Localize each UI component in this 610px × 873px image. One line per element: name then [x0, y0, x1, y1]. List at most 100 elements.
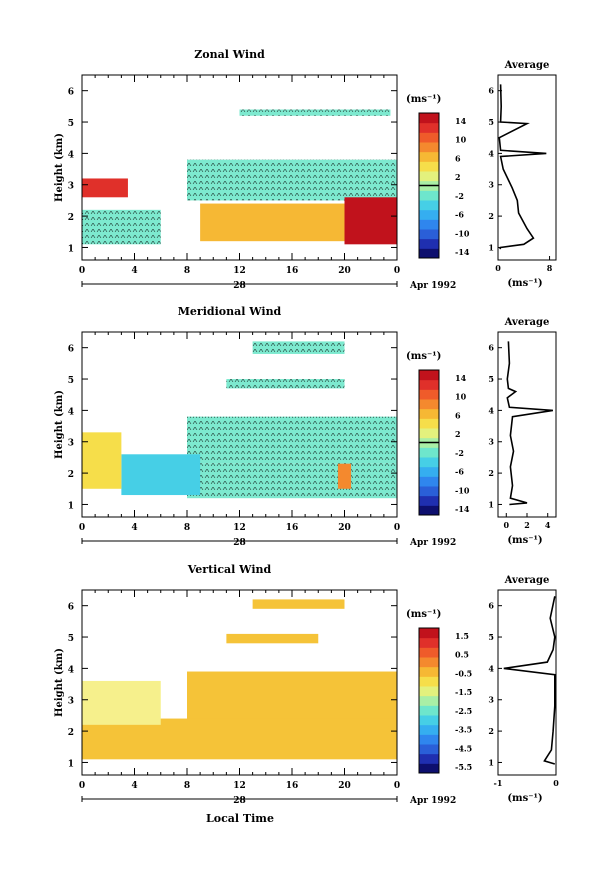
colorbar-swatch	[419, 753, 439, 764]
profile-x-tick-label: 2	[524, 520, 530, 530]
y-axis-label: Height (km)	[54, 390, 65, 459]
x-tick-label: 0	[79, 781, 85, 791]
colorbar-tick-label: 6	[455, 153, 461, 163]
colorbar-frame	[418, 627, 440, 774]
contour-texture	[82, 209, 161, 245]
profile-y-tick-label: 4	[488, 148, 494, 158]
x-tick-label: 0	[394, 523, 400, 533]
heatmap-region	[252, 599, 345, 609]
colorbar-swatch	[419, 229, 439, 240]
colorbar-tick-label: -2	[455, 448, 464, 458]
x-tick-label: 4	[131, 781, 137, 791]
profile-title: Average	[504, 575, 550, 586]
x-tick-label: 12	[233, 781, 246, 791]
colorbar-tick-label: -5.5	[455, 762, 472, 772]
heatmap-region	[121, 454, 201, 496]
profile-unit: (ms⁻¹)	[507, 793, 542, 804]
y-tick-label: 2	[68, 728, 74, 738]
contour-texture	[252, 341, 345, 354]
colorbar-tick-label: 10	[455, 392, 467, 402]
x-tick-label: 12	[233, 266, 246, 276]
y-tick-label: 5	[68, 376, 74, 386]
colorbar-tick-label: 2	[455, 172, 461, 182]
colorbar-swatch	[419, 734, 439, 745]
heatmap-region	[82, 680, 161, 725]
heatmap-cells	[82, 341, 397, 499]
x-tick-label: 12	[233, 523, 246, 533]
colorbar-swatch	[419, 466, 439, 477]
profile-frame	[497, 74, 557, 261]
colorbar-swatch	[419, 505, 439, 516]
colorbar-swatch	[419, 370, 439, 381]
colorbar-swatch	[419, 113, 439, 124]
colorbar-swatch	[419, 248, 439, 259]
colorbar-tick-label: -6	[455, 467, 464, 477]
colorbar-swatch	[419, 200, 439, 211]
colorbar-tick-label: 10	[455, 135, 467, 145]
profile-line	[498, 84, 547, 250]
y-tick-label: 2	[68, 470, 74, 480]
colorbar-swatch	[419, 190, 439, 201]
profile-y-tick-label: 1	[488, 242, 494, 252]
profile-y-tick-label: 6	[488, 601, 494, 611]
y-tick-label: 2	[68, 213, 74, 223]
x-tick-label: 0	[394, 266, 400, 276]
heatmap-cells	[82, 599, 397, 760]
profile-y-tick-label: 4	[488, 405, 494, 415]
x-tick-label: 8	[184, 781, 190, 791]
colorbar-tick-label: 6	[455, 410, 461, 420]
colorbar-swatch	[419, 705, 439, 716]
profile-y-tick-label: 2	[488, 726, 494, 736]
colorbar-tick-label: -2	[455, 191, 464, 201]
colorbar-swatch	[419, 457, 439, 468]
x-tick-label: 4	[131, 523, 137, 533]
colorbar-tick-label: -3.5	[455, 725, 472, 735]
colorbar-tick-label: 1.5	[455, 631, 469, 641]
colorbar-swatch	[419, 151, 439, 162]
colorbar-swatch	[419, 238, 439, 249]
profile-y-tick-label: 1	[488, 499, 494, 509]
profile-x-tick-label: 4	[545, 520, 551, 530]
colorbar-swatch	[419, 418, 439, 429]
profile-x-tick-label: 0	[553, 778, 559, 788]
heatmap-region	[200, 203, 345, 242]
colorbar-unit: (ms⁻¹)	[406, 609, 441, 620]
colorbar-swatch	[419, 647, 439, 658]
contour-texture	[226, 379, 345, 389]
profile-y-tick-label: 3	[488, 180, 494, 190]
profile-x-tick-label: 0	[503, 520, 509, 530]
heatmap-region	[337, 463, 352, 489]
colorbar-tick-label: -1.5	[455, 687, 472, 697]
month-label: Apr 1992	[409, 281, 456, 291]
heatmap-region	[187, 671, 397, 722]
profile-y-tick-label: 3	[488, 695, 494, 705]
profile-x-tick-label: 8	[547, 263, 553, 273]
y-axis-label: Height (km)	[54, 133, 65, 202]
colorbar-swatch	[419, 408, 439, 419]
profile-line	[506, 341, 554, 506]
colorbar-swatch	[419, 724, 439, 735]
profile-unit: (ms⁻¹)	[507, 535, 542, 546]
profile-y-tick-label: 1	[488, 757, 494, 767]
profile-y-tick-label: 5	[488, 374, 494, 384]
x-tick-label: 16	[286, 266, 299, 276]
profile-line	[503, 596, 556, 765]
profile-y-tick-label: 4	[488, 663, 494, 673]
date-label: 28	[233, 538, 246, 548]
colorbar-tick-label: -4.5	[455, 743, 472, 753]
y-tick-label: 1	[68, 501, 74, 511]
heatmap-region	[82, 718, 397, 760]
profile-title: Average	[504, 317, 550, 328]
colorbar-tick-label: -10	[455, 228, 470, 238]
profile-x-tick-label: 0	[495, 263, 501, 273]
colorbar-swatch	[419, 657, 439, 668]
heatmap-region	[82, 432, 122, 489]
y-tick-label: 5	[68, 634, 74, 644]
date-label: 28	[233, 796, 246, 806]
colorbar-tick-label: 14	[455, 373, 467, 383]
heatmap-region	[82, 178, 128, 198]
